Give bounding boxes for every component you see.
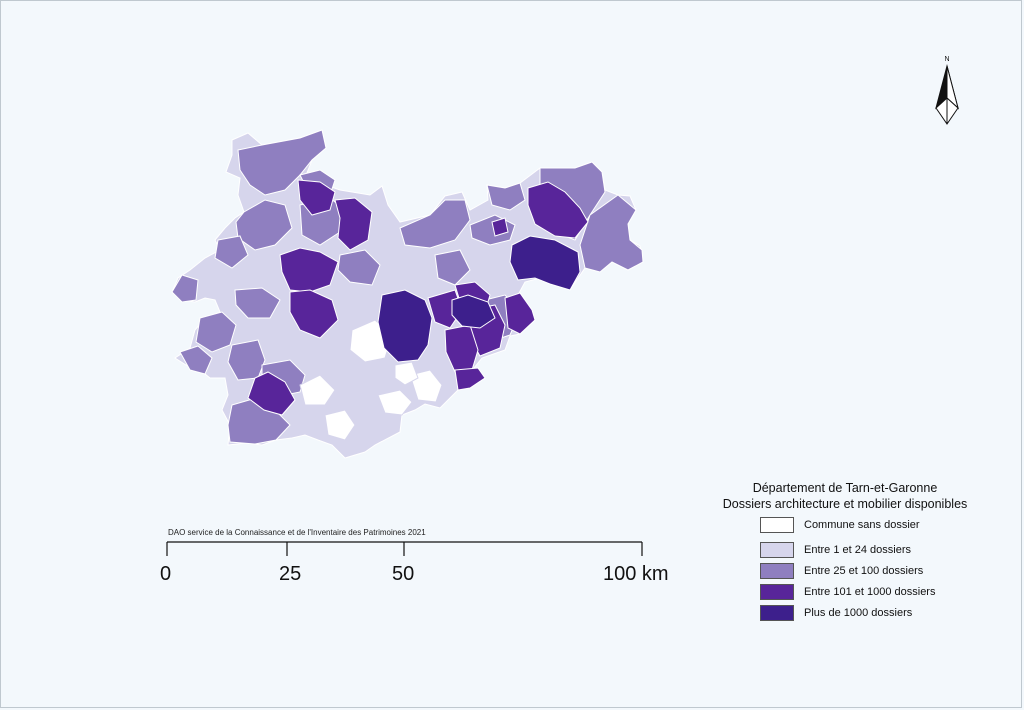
legend-label: Entre 101 et 1000 dossiers — [804, 586, 936, 598]
class-101-1000-regions — [247, 179, 589, 416]
legend-label: Entre 1 et 24 dossiers — [804, 544, 912, 556]
legend-label: Plus de 1000 dossiers — [804, 607, 913, 619]
legend: Département de Tarn-et-Garonne Dossiers … — [700, 480, 990, 621]
legend-label: Commune sans dossier — [804, 519, 920, 531]
legend-title-line2: Dossiers architecture et mobilier dispon… — [722, 497, 968, 511]
legend-swatch — [760, 517, 794, 533]
legend-swatch — [760, 542, 794, 558]
legend-swatch — [760, 563, 794, 579]
legend-swatch — [760, 605, 794, 621]
scale-tick-25: 25 — [279, 563, 302, 585]
legend-title-line1: Département de Tarn-et-Garonne — [752, 481, 938, 495]
scale-tick-0: 0 — [160, 563, 172, 585]
legend-label: Entre 25 et 100 dossiers — [804, 565, 924, 577]
legend-title: Département de Tarn-et-Garonne Dossiers … — [700, 480, 990, 512]
scale-tick-100km: 100 km — [603, 563, 669, 585]
scale-tick-50: 50 — [392, 563, 415, 585]
north-label: N — [944, 56, 949, 63]
class-over-1000-regions — [377, 235, 581, 363]
credit-text: DAO service de la Connaissance et de l'I… — [168, 528, 426, 537]
north-arrow-icon: N — [930, 52, 964, 132]
legend-swatch — [760, 584, 794, 600]
scale-bar — [166, 541, 643, 556]
